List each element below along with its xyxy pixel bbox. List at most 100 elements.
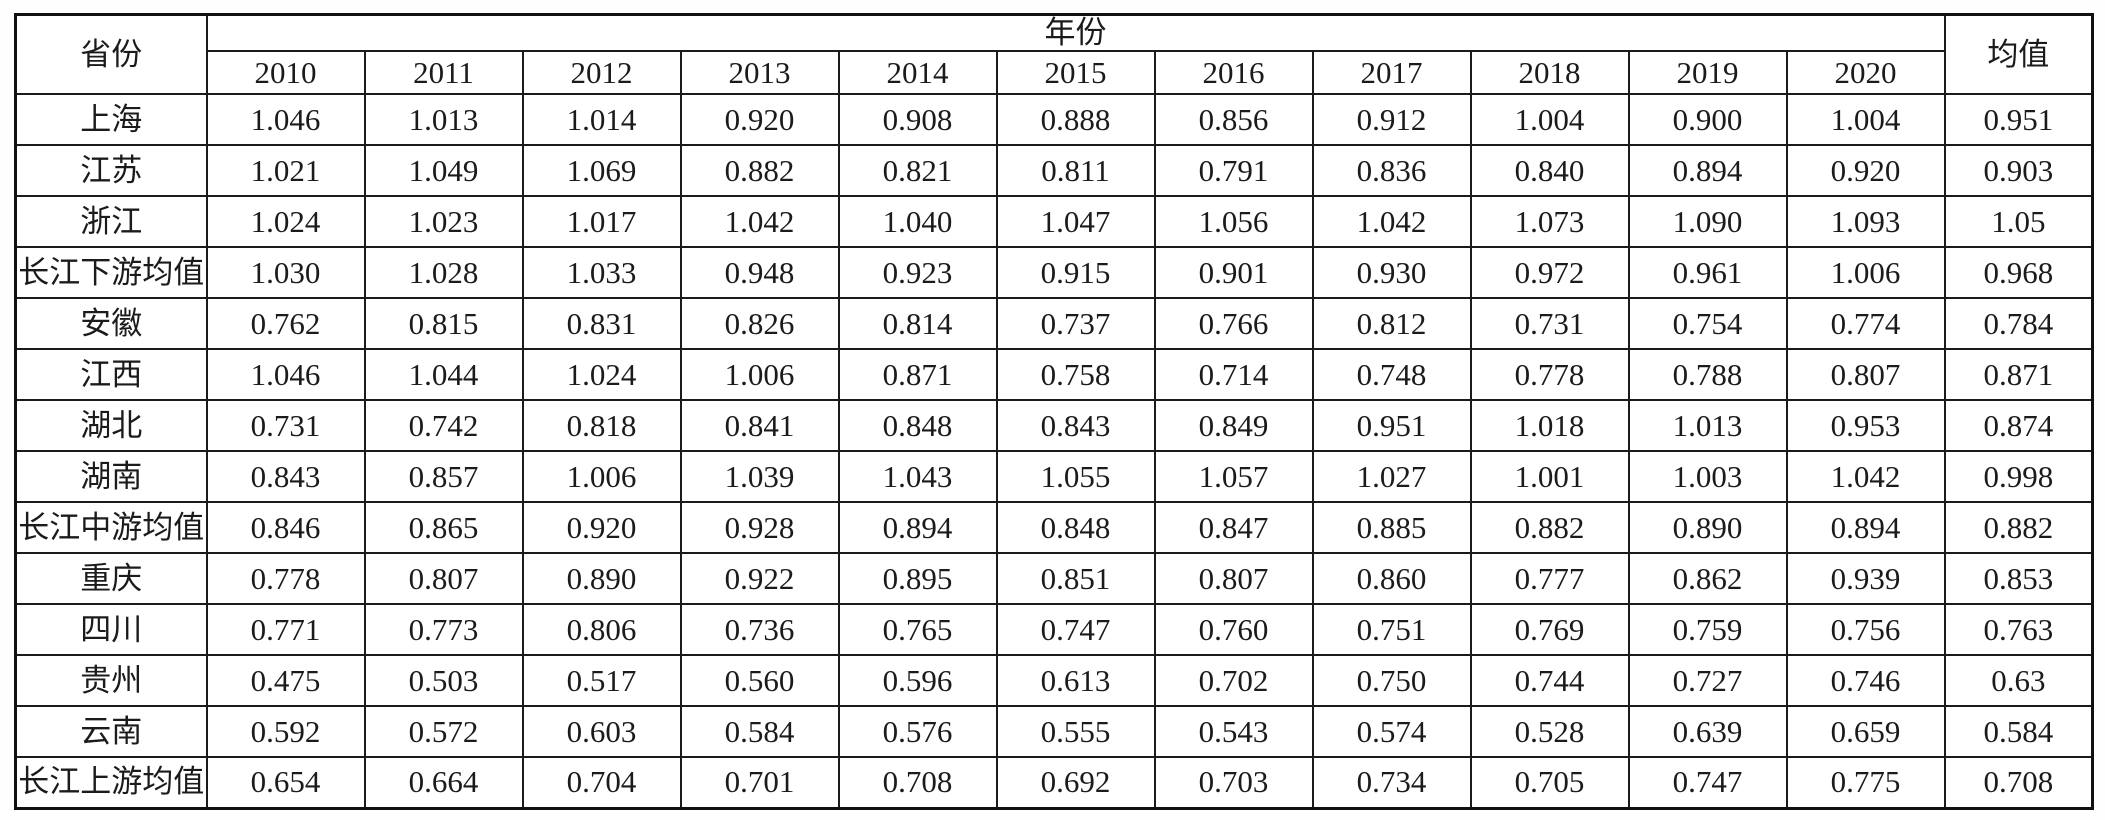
table-row: 江苏 1.021 1.049 1.069 0.882 0.821 0.811 0.791 0.8… <box>14 144 2094 198</box>
value-cell: 0.747 <box>1627 756 1788 810</box>
header-row-group: 省份 年份 均值 <box>14 13 2094 96</box>
year-group-header: 年份 <box>205 13 1946 53</box>
value-cell: 0.750 <box>1311 654 1472 708</box>
value-cell: 1.033 <box>521 246 682 300</box>
table-row: 上海 1.046 1.013 1.014 0.920 0.908 0.888 0.856 0.9… <box>14 93 2094 147</box>
value-cell: 0.714 <box>1153 348 1314 402</box>
year-header: 2014 <box>837 50 998 96</box>
value-cell: 0.475 <box>205 654 366 708</box>
table-row: 浙江 1.024 1.023 1.017 1.042 1.040 1.047 1.056 1.0… <box>14 195 2094 249</box>
value-cell: 0.818 <box>521 399 682 453</box>
value-cell: 0.705 <box>1469 756 1630 810</box>
value-cell: 1.001 <box>1469 450 1630 504</box>
table-body: 上海 1.046 1.013 1.014 0.920 0.908 0.888 0.856 0.9… <box>14 93 2094 810</box>
value-cell: 0.894 <box>837 501 998 555</box>
value-cell: 0.596 <box>837 654 998 708</box>
value-cell: 0.862 <box>1627 552 1788 606</box>
value-cell: 0.751 <box>1311 603 1472 657</box>
row-label: 江西 <box>14 348 208 402</box>
value-cell: 0.821 <box>837 144 998 198</box>
value-cell: 0.885 <box>1311 501 1472 555</box>
value-cell: 1.027 <box>1311 450 1472 504</box>
value-cell: 1.090 <box>1627 195 1788 249</box>
value-cell: 0.961 <box>1627 246 1788 300</box>
value-cell: 0.851 <box>995 552 1156 606</box>
value-cell: 0.664 <box>363 756 524 810</box>
row-label: 四川 <box>14 603 208 657</box>
mean-cell: 0.998 <box>1943 450 2094 504</box>
row-label: 上海 <box>14 93 208 147</box>
value-cell: 0.871 <box>837 348 998 402</box>
value-cell: 0.912 <box>1311 93 1472 147</box>
table-row: 安徽 0.762 0.815 0.831 0.826 0.814 0.737 0.766 0.8… <box>14 297 2094 351</box>
province-year-table: 省份 年份 均值 2010 2011 2012 2013 2014 2015 2016 201… <box>14 13 2095 810</box>
row-label: 浙江 <box>14 195 208 249</box>
value-cell: 0.543 <box>1153 705 1314 759</box>
value-cell: 0.841 <box>679 399 840 453</box>
value-cell: 0.592 <box>205 705 366 759</box>
value-cell: 0.760 <box>1153 603 1314 657</box>
value-cell: 0.923 <box>837 246 998 300</box>
row-label: 贵州 <box>14 654 208 708</box>
value-cell: 1.018 <box>1469 399 1630 453</box>
value-cell: 0.951 <box>1311 399 1472 453</box>
value-cell: 0.890 <box>1627 501 1788 555</box>
value-cell: 0.894 <box>1785 501 1946 555</box>
value-cell: 1.006 <box>1785 246 1946 300</box>
value-cell: 0.815 <box>363 297 524 351</box>
value-cell: 0.972 <box>1469 246 1630 300</box>
value-cell: 1.073 <box>1469 195 1630 249</box>
value-cell: 0.765 <box>837 603 998 657</box>
value-cell: 1.055 <box>995 450 1156 504</box>
value-cell: 1.042 <box>1311 195 1472 249</box>
value-cell: 1.021 <box>205 144 366 198</box>
value-cell: 0.836 <box>1311 144 1472 198</box>
value-cell: 0.654 <box>205 756 366 810</box>
table-row: 长江下游均值 1.030 1.028 1.033 0.948 0.923 0.915 0.90… <box>14 246 2094 300</box>
value-cell: 0.894 <box>1627 144 1788 198</box>
value-cell: 0.777 <box>1469 552 1630 606</box>
value-cell: 0.807 <box>1153 552 1314 606</box>
mean-cell: 0.882 <box>1943 501 2094 555</box>
value-cell: 0.659 <box>1785 705 1946 759</box>
table-header: 省份 年份 均值 2010 2011 2012 2013 2014 2015 2016 201… <box>14 13 2094 96</box>
value-cell: 0.814 <box>837 297 998 351</box>
value-cell: 0.756 <box>1785 603 1946 657</box>
row-label: 长江上游均值 <box>14 756 208 810</box>
value-cell: 0.778 <box>1469 348 1630 402</box>
value-cell: 0.908 <box>837 93 998 147</box>
value-cell: 0.759 <box>1627 603 1788 657</box>
value-cell: 0.848 <box>995 501 1156 555</box>
table-row: 长江中游均值 0.846 0.865 0.920 0.928 0.894 0.848 0.84… <box>14 501 2094 555</box>
value-cell: 0.572 <box>363 705 524 759</box>
value-cell: 0.922 <box>679 552 840 606</box>
table-row: 江西 1.046 1.044 1.024 1.006 0.871 0.758 0.714 0.7… <box>14 348 2094 402</box>
value-cell: 0.831 <box>521 297 682 351</box>
value-cell: 1.024 <box>205 195 366 249</box>
row-label: 长江中游均值 <box>14 501 208 555</box>
value-cell: 0.742 <box>363 399 524 453</box>
value-cell: 0.843 <box>995 399 1156 453</box>
year-header: 2020 <box>1785 50 1946 96</box>
value-cell: 0.847 <box>1153 501 1314 555</box>
value-cell: 0.746 <box>1785 654 1946 708</box>
value-cell: 1.040 <box>837 195 998 249</box>
value-cell: 0.920 <box>521 501 682 555</box>
value-cell: 0.766 <box>1153 297 1314 351</box>
value-cell: 1.024 <box>521 348 682 402</box>
value-cell: 0.702 <box>1153 654 1314 708</box>
value-cell: 0.882 <box>1469 501 1630 555</box>
value-cell: 0.758 <box>995 348 1156 402</box>
value-cell: 1.046 <box>205 348 366 402</box>
value-cell: 0.704 <box>521 756 682 810</box>
value-cell: 0.528 <box>1469 705 1630 759</box>
value-cell: 0.555 <box>995 705 1156 759</box>
province-column-header: 省份 <box>14 13 208 96</box>
value-cell: 0.769 <box>1469 603 1630 657</box>
mean-cell: 0.763 <box>1943 603 2094 657</box>
header-row-years: 2010 2011 2012 2013 2014 2015 2016 2017 2018 2019… <box>16 50 2093 96</box>
table-row: 云南 0.592 0.572 0.603 0.584 0.576 0.555 0.543 0.5… <box>14 705 2094 759</box>
value-cell: 0.953 <box>1785 399 1946 453</box>
table-row: 湖北 0.731 0.742 0.818 0.841 0.848 0.843 0.849 0.9… <box>14 399 2094 453</box>
value-cell: 0.560 <box>679 654 840 708</box>
